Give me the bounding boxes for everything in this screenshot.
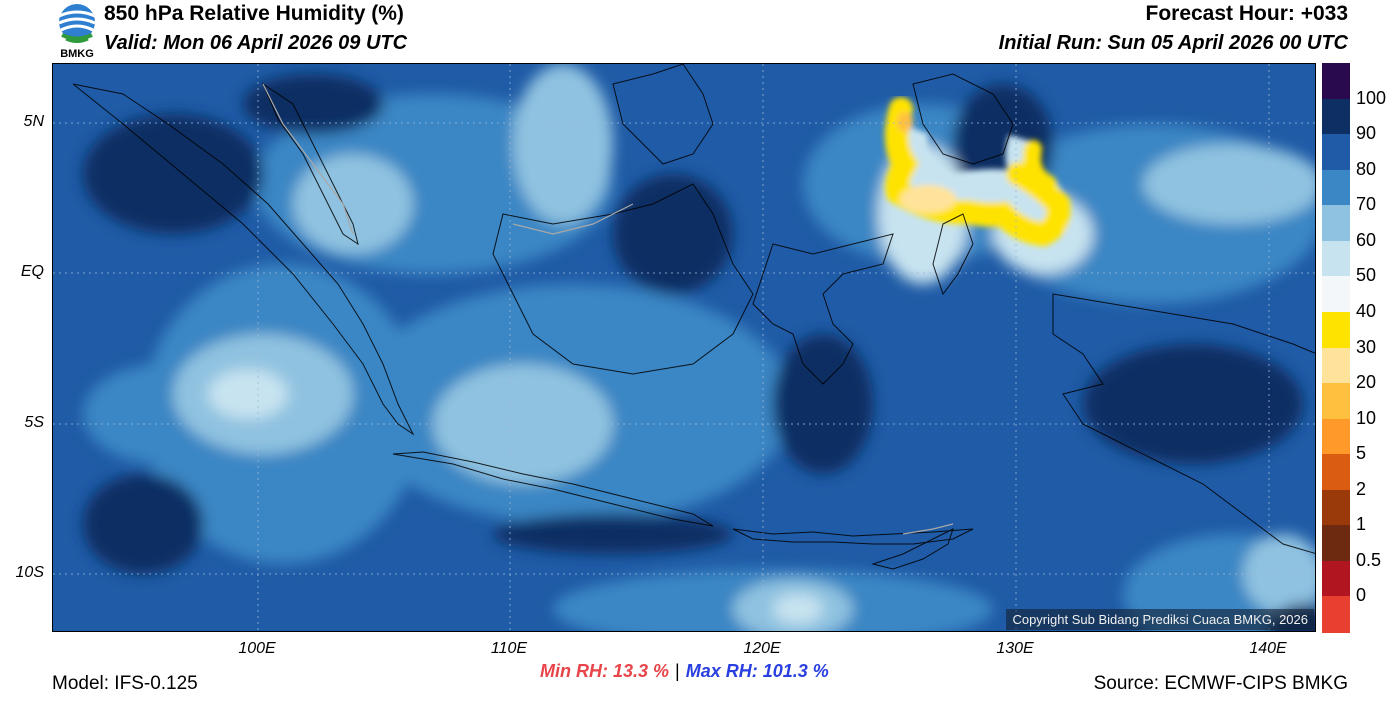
min-rh: Min RH: 13.3 % <box>540 661 670 681</box>
colorbar-segment <box>1322 596 1350 633</box>
colorbar-label: 0.5 <box>1356 549 1382 570</box>
lon-label-120e: 120E <box>743 640 781 657</box>
philippines-coast <box>612 64 714 165</box>
dry-band <box>884 97 1071 247</box>
colorbar-label: 10 <box>1356 407 1377 428</box>
lat-label-5n: 5N <box>23 113 44 130</box>
map-canvas <box>53 64 1315 631</box>
lon-label-100e: 100E <box>238 640 276 657</box>
colorbar-label: 80 <box>1356 158 1377 179</box>
copyright-notice: Copyright Sub Bidang Prediksi Cuaca BMKG… <box>1006 609 1314 630</box>
colorbar-segment <box>1322 169 1350 206</box>
colorbar-segment <box>1322 525 1350 562</box>
lat-label-10s: 10S <box>15 564 44 581</box>
colorbar-label: 2 <box>1356 478 1367 499</box>
colorbar-segment <box>1322 560 1350 597</box>
coastlines <box>72 64 1315 570</box>
colorbar-segment <box>1322 347 1350 384</box>
nusa-tenggara-coast <box>732 528 974 545</box>
lon-label-130e: 130E <box>996 640 1034 657</box>
colorbar-segment <box>1322 205 1350 242</box>
chart-title: 850 hPa Relative Humidity (%) <box>104 2 404 25</box>
colorbar-segment <box>1322 240 1350 277</box>
colorbar-segment <box>1322 454 1350 491</box>
lon-label-110e: 110E <box>490 640 528 657</box>
colorbar-label: 0 <box>1356 585 1367 606</box>
colorbar-segment <box>1322 98 1350 135</box>
model-label: Model: IFS-0.125 <box>52 673 198 694</box>
colorbar-label: 40 <box>1356 300 1377 321</box>
colorbar-label: 30 <box>1356 336 1377 357</box>
colorbar-segment <box>1322 134 1350 171</box>
source-label: Source: ECMWF-CIPS BMKG <box>1093 673 1348 694</box>
max-rh: Max RH: 101.3 % <box>685 661 829 681</box>
lat-label-5s: 5S <box>24 414 44 431</box>
colorbar-label: 60 <box>1356 229 1377 250</box>
colorbar-label: 1 <box>1356 514 1367 535</box>
lat-label-eq: EQ <box>20 263 44 280</box>
colorbar-segment <box>1322 383 1350 420</box>
humidity-map: Copyright Sub Bidang Prediksi Cuaca BMKG… <box>52 63 1316 632</box>
sulawesi-coast <box>752 233 894 385</box>
colorbar <box>1322 63 1350 633</box>
stats-separator: | <box>675 661 680 681</box>
colorbar-segment <box>1322 418 1350 455</box>
colorbar-label: 100 <box>1356 87 1387 108</box>
malay-coast <box>261 82 359 246</box>
colorbar-segment <box>1322 276 1350 313</box>
forecast-hour: Forecast Hour: +033 <box>1145 2 1349 25</box>
sumatra-coast <box>72 83 415 436</box>
colorbar-segment <box>1322 311 1350 348</box>
bmkg-logo: BMKG <box>52 2 102 60</box>
halmahera-coast <box>932 213 974 296</box>
rh-stats: Min RH: 13.3 % | Max RH: 101.3 % <box>540 661 829 682</box>
colorbar-label: 50 <box>1356 265 1377 286</box>
timor-coast <box>871 528 954 570</box>
borneo-coast <box>492 183 754 375</box>
colorbar-segment <box>1322 63 1350 100</box>
logo-text: BMKG <box>60 48 94 60</box>
colorbar-label: 20 <box>1356 372 1377 393</box>
lon-label-140e: 140E <box>1249 640 1287 657</box>
valid-time: Valid: Mon 06 April 2026 09 UTC <box>104 32 408 54</box>
java-coast <box>392 451 714 527</box>
initial-run: Initial Run: Sun 05 April 2026 00 UTC <box>998 32 1348 54</box>
graticule <box>53 64 1315 631</box>
mindanao-coast <box>912 73 1014 165</box>
borders <box>262 83 954 535</box>
papua-coast <box>1052 293 1315 554</box>
colorbar-segment <box>1322 489 1350 526</box>
colorbar-label: 90 <box>1356 123 1377 144</box>
colorbar-label: 70 <box>1356 194 1377 215</box>
colorbar-label: 5 <box>1356 443 1367 464</box>
